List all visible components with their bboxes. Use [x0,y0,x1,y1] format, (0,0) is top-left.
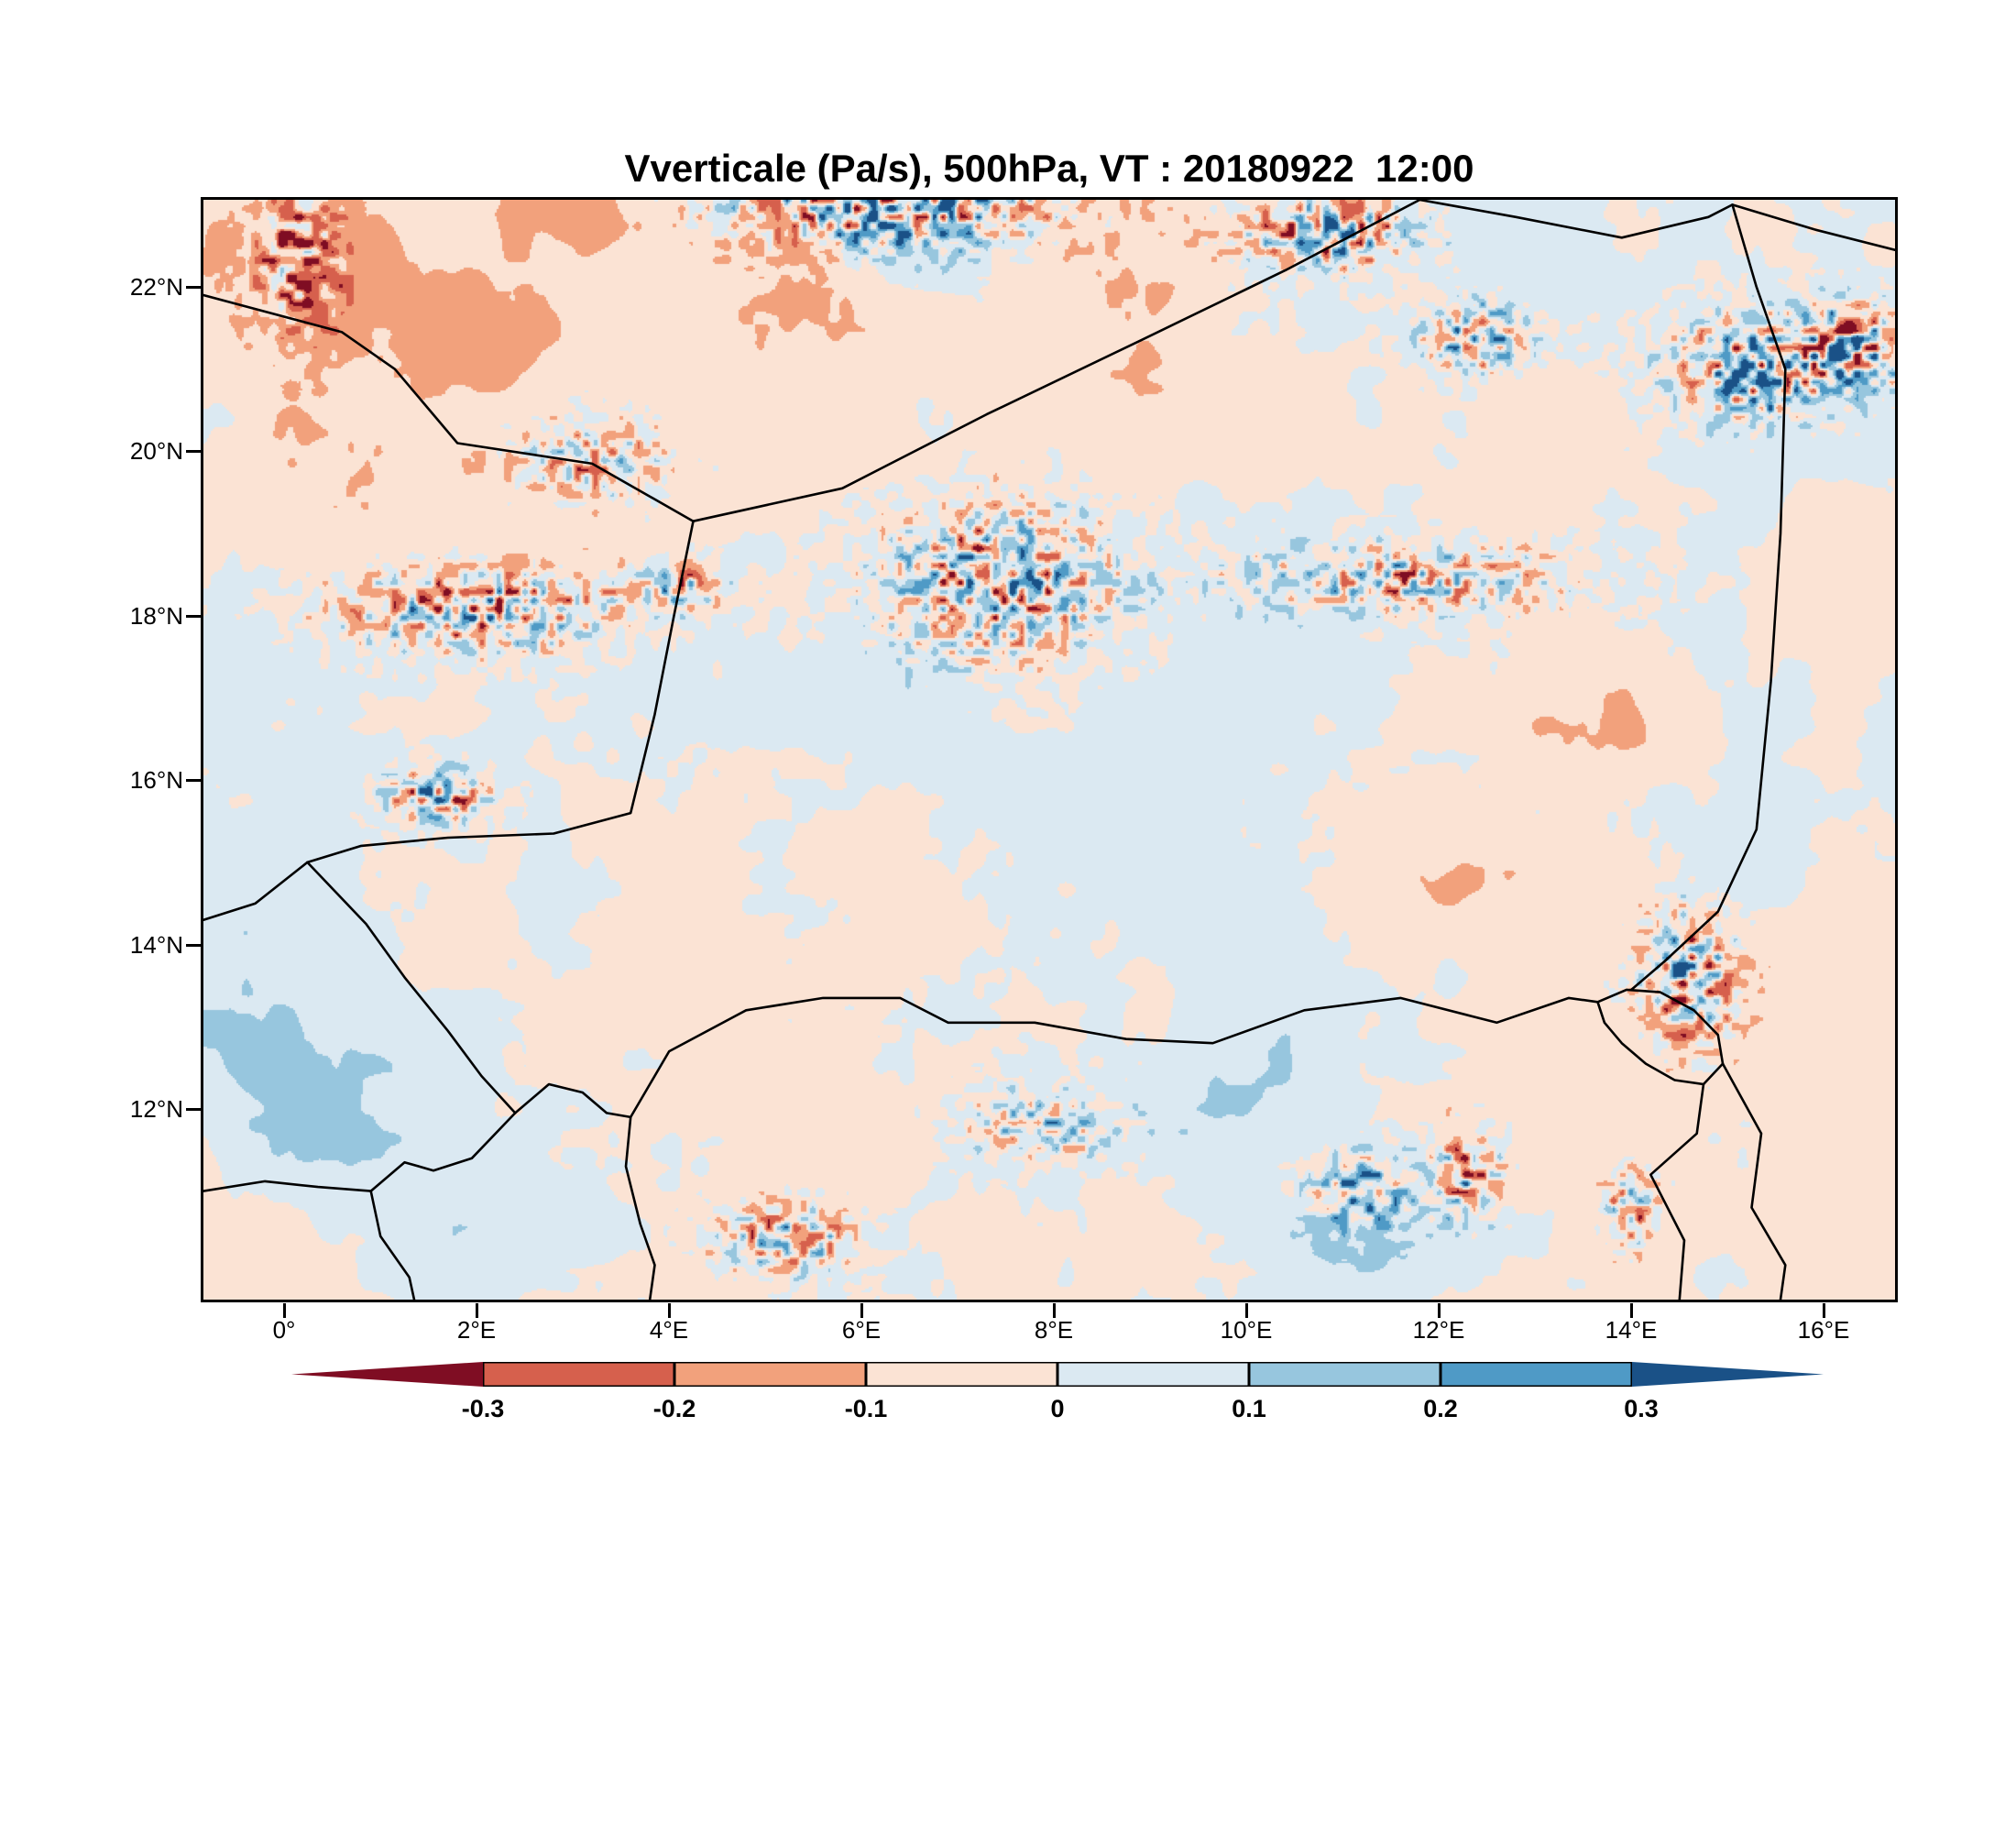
colorbar-tick-label: 0.2 [1423,1395,1458,1422]
colorbar-segment [1632,1362,1824,1387]
lon-tick-mark [1053,1303,1056,1318]
border-libya-chad [1731,203,1895,252]
border-niger-nigeria [629,996,1599,1119]
lon-tick-label: 16°E [1797,1316,1850,1344]
lon-tick-mark [668,1303,671,1318]
border-lake-chad [1596,988,1725,1086]
lat-tick-label: 18°N [129,602,183,630]
lon-tick-mark [1245,1303,1248,1318]
lat-tick-label: 16°N [129,766,183,794]
lon-tick-label: 14°E [1605,1316,1658,1344]
lat-tick-mark [186,286,201,289]
border-burkina-niger [306,861,517,1114]
colorbar-tick-label: 0.3 [1624,1395,1659,1422]
border-benin-nigeria [624,1115,656,1300]
border-chad-cameroon [1721,1062,1787,1300]
lat-tick-mark [186,615,201,618]
border-togo-benin-south [369,1190,416,1300]
lon-tick-mark [860,1303,863,1318]
colorbar-segment [1249,1362,1441,1387]
lon-tick-label: 12°E [1412,1316,1465,1344]
lon-tick-mark [1630,1303,1633,1318]
lon-tick-label: 2°E [456,1316,497,1344]
border-mali-algeria [203,293,695,523]
colorbar-segment [483,1362,674,1387]
border-burkina-benin [369,1112,517,1192]
border-niger-libya [1419,200,1734,239]
map-plot-area [201,197,1898,1302]
colorbar-tick-label: -0.2 [652,1395,696,1422]
border-burkina-ghana-togo [203,1180,372,1192]
border-benin-niger [513,1082,632,1119]
lon-tick-mark [1823,1303,1825,1318]
lat-tick-mark [186,779,201,782]
border-mali-niger [306,520,695,864]
lon-tick-mark [476,1303,478,1318]
colorbar-segment [1441,1362,1632,1387]
country-borders-overlay [203,200,1895,1300]
lat-tick-label: 14°N [129,931,183,959]
lat-tick-mark [186,944,201,947]
lat-tick-label: 22°N [129,273,183,301]
lon-tick-label: 6°E [841,1316,882,1344]
border-mali-burkina [203,861,309,922]
colorbar [291,1362,1824,1387]
colorbar-segment [674,1362,866,1387]
lon-tick-mark [283,1303,286,1318]
lon-tick-label: 8°E [1034,1316,1074,1344]
lat-tick-mark [186,1108,201,1111]
colorbar-tick-label: 0 [1050,1395,1065,1422]
border-niger-chad [1630,203,1787,992]
colorbar-tick-label: -0.1 [844,1395,888,1422]
colorbar-tick-label: -0.3 [461,1395,505,1422]
lon-tick-mark [1438,1303,1441,1318]
colorbar-segment [1057,1362,1249,1387]
border-algeria-niger [692,200,1421,523]
lat-tick-label: 20°N [129,437,183,465]
chart-title: Vverticale (Pa/s), 500hPa, VT : 20180922… [624,147,1474,190]
colorbar-tick-label: 0.1 [1232,1395,1266,1422]
lon-tick-label: 0° [272,1316,296,1344]
lon-tick-label: 4°E [649,1316,689,1344]
colorbar-segment [291,1362,483,1387]
lat-tick-label: 12°N [129,1095,183,1123]
lon-tick-label: 10°E [1220,1316,1273,1344]
colorbar-segment [866,1362,1057,1387]
lat-tick-mark [186,450,201,453]
border-nigeria-cameroon [1649,1082,1705,1300]
